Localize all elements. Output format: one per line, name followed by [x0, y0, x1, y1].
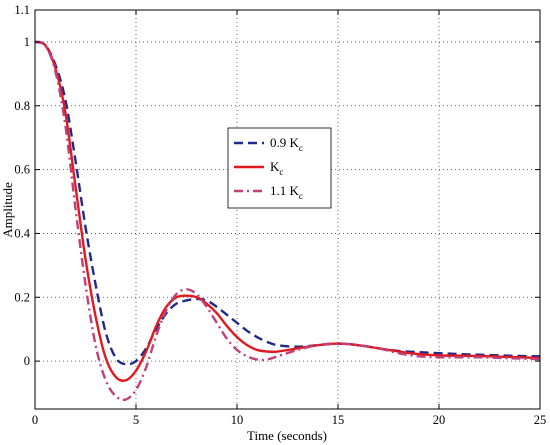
legend-label-3: 1.1 Kc [270, 183, 303, 201]
series-line-1 [34, 40, 541, 366]
y-tick-label: 0.6 [14, 163, 30, 177]
plot-frame [34, 9, 541, 410]
x-tick-label: 10 [231, 413, 244, 427]
x-axis-title: Time (seconds) [247, 428, 327, 443]
x-tick-label: 20 [433, 413, 446, 427]
x-tick-label: 5 [133, 413, 139, 427]
y-tick-label: 0.2 [14, 290, 30, 304]
x-tick-label: 25 [534, 413, 547, 427]
series-layer [34, 40, 541, 402]
legend-subscript: c [279, 167, 283, 177]
y-tick-label: 0.4 [14, 226, 30, 240]
y-axis-title: Amplitude [0, 182, 15, 238]
series-line-3 [34, 40, 541, 402]
y-tick-label: 1.1 [14, 3, 30, 17]
plot-area [35, 10, 540, 409]
legend-subscript: c [299, 191, 303, 201]
axis-ticks: 0 5 10 15 20 25 0 0.2 0.4 0.6 0.8 1 1.1 [14, 3, 546, 427]
legend-subscript: c [299, 143, 303, 153]
y-tick-label: 0.8 [14, 99, 30, 113]
series-line-2 [34, 40, 541, 382]
y-tick-label: 0 [24, 354, 30, 368]
y-tick-label: 1 [24, 35, 30, 49]
legend-label-1: 0.9 Kc [270, 135, 303, 153]
x-tick-label: 15 [332, 413, 345, 427]
x-tick-label: 0 [32, 413, 38, 427]
